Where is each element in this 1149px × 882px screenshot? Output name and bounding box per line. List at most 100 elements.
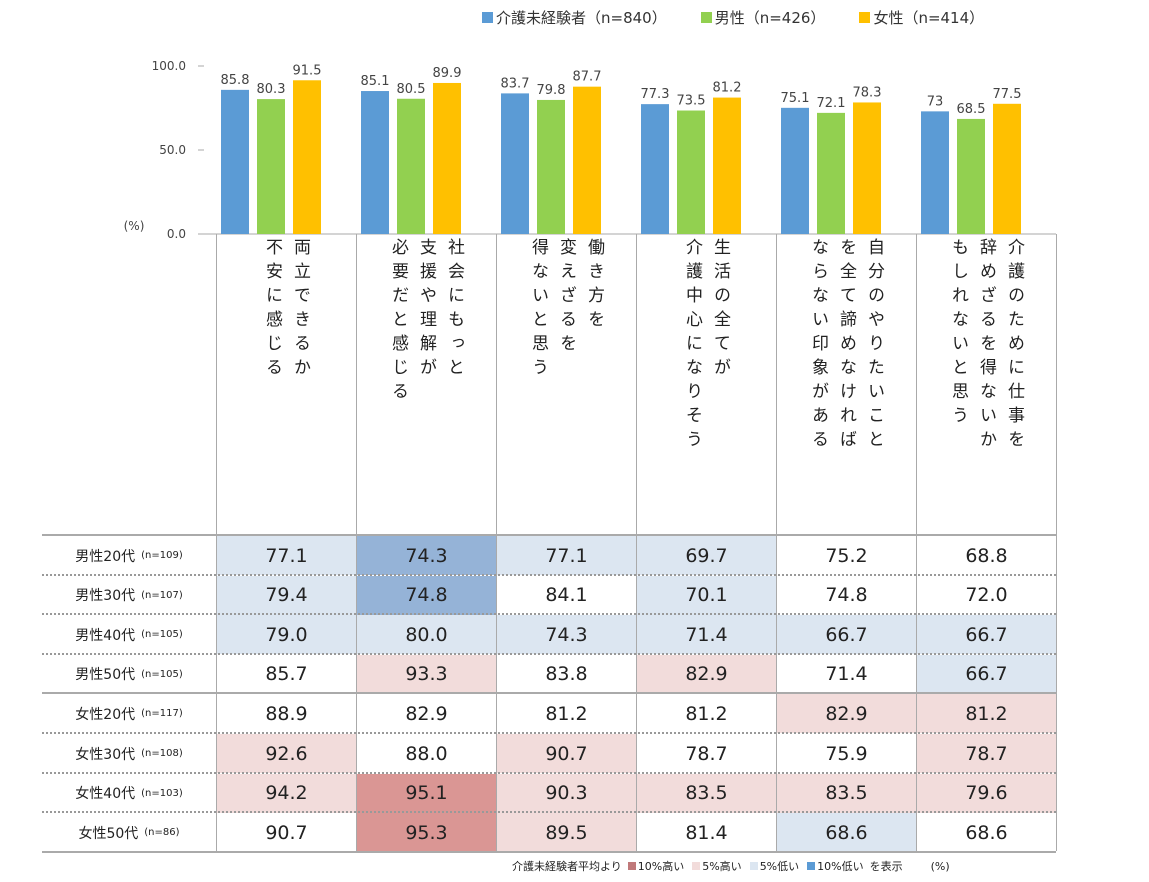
table-cell: 89.5 bbox=[497, 813, 636, 853]
row-label-group: 女性40代 bbox=[75, 786, 136, 803]
row-divider bbox=[42, 692, 1056, 695]
table-row: 男性30代 (n=107) 79.4 74.8 84.1 70.1 74.8 72.0 bbox=[42, 575, 1056, 615]
category-label-line: を全て諦めなければ bbox=[836, 238, 856, 454]
table-cell: 90.7 bbox=[497, 734, 636, 773]
table-cell: 66.7 bbox=[917, 615, 1056, 655]
bar bbox=[781, 107, 809, 234]
table-cell: 80.0 bbox=[357, 615, 496, 655]
category-label: 介護のために仕事を 辞めざるを得ないか もしれないと思う bbox=[916, 238, 1056, 534]
table-cell: 95.1 bbox=[357, 773, 496, 813]
row-divider bbox=[42, 573, 1056, 576]
table-cell: 83.5 bbox=[637, 773, 776, 813]
table-cell: 71.4 bbox=[777, 654, 916, 694]
category-label-line: 働き方を bbox=[584, 238, 604, 334]
table-cell: 72.0 bbox=[917, 575, 1056, 615]
data-label: 83.7 bbox=[501, 76, 530, 91]
row-divider bbox=[42, 811, 1056, 814]
table-row: 女性40代 (n=103) 94.2 95.1 90.3 83.5 83.5 79.6 bbox=[42, 773, 1056, 813]
row-divider bbox=[42, 534, 1056, 536]
table-cell: 78.7 bbox=[637, 734, 776, 773]
column-divider bbox=[636, 234, 637, 851]
row-label: 女性50代 (n=86) bbox=[42, 813, 216, 852]
category-label-line: ならない印象がある bbox=[808, 238, 828, 454]
legend-label: 介護未経験者（n=840） bbox=[496, 8, 667, 27]
color-key-swatch bbox=[807, 862, 816, 870]
color-key-swatch bbox=[692, 862, 701, 870]
row-label-n: (n=117) bbox=[141, 708, 183, 720]
column-divider bbox=[216, 234, 217, 851]
row-label-n: (n=105) bbox=[141, 668, 183, 680]
table-row: 男性40代 (n=105) 79.0 80.0 74.3 71.4 66.7 66.7 bbox=[42, 615, 1056, 655]
data-label: 77.5 bbox=[993, 87, 1022, 102]
color-key-swatch bbox=[749, 862, 758, 870]
color-key-item: 10%低い bbox=[807, 858, 864, 874]
data-label: 75.1 bbox=[781, 91, 810, 106]
column-divider bbox=[496, 234, 497, 851]
row-label: 女性30代 (n=108) bbox=[42, 734, 216, 773]
row-label-group: 女性30代 bbox=[75, 746, 136, 763]
table-cell: 82.9 bbox=[777, 694, 916, 734]
category-label-line: 得ないと思う bbox=[528, 238, 548, 382]
category-label-text: 自分のやりたいこと を全て諦めなければ ならない印象がある bbox=[804, 238, 888, 534]
data-label: 89.9 bbox=[433, 66, 462, 81]
bar bbox=[853, 102, 881, 235]
bar bbox=[361, 91, 389, 234]
table-cell: 93.3 bbox=[357, 654, 496, 694]
bar bbox=[293, 80, 321, 234]
table-cell: 90.3 bbox=[497, 773, 636, 813]
table-cell: 77.1 bbox=[497, 536, 636, 575]
legend-swatch bbox=[859, 11, 871, 23]
table-cell: 74.8 bbox=[357, 575, 496, 615]
y-tick-label: 50.0 bbox=[159, 143, 186, 157]
table-cell: 81.2 bbox=[497, 694, 636, 734]
bar bbox=[433, 82, 461, 234]
row-label-group: 女性20代 bbox=[75, 706, 136, 723]
bar bbox=[397, 98, 425, 234]
table-cell: 77.1 bbox=[217, 536, 356, 575]
data-label: 87.7 bbox=[573, 70, 602, 85]
bar bbox=[921, 111, 949, 234]
y-tick-label: 100.0 bbox=[152, 59, 186, 73]
category-label-text: 働き方を 変えざるを 得ないと思う bbox=[524, 238, 608, 534]
table-cell: 78.7 bbox=[917, 734, 1056, 773]
table-cell: 83.5 bbox=[777, 773, 916, 813]
row-label-n: (n=107) bbox=[141, 589, 183, 601]
data-label: 80.3 bbox=[257, 82, 286, 97]
category-label-line: 自分のやりたいこと bbox=[864, 238, 884, 454]
legend-item: 男性（n=426） bbox=[700, 6, 826, 28]
data-label: 85.8 bbox=[221, 73, 250, 88]
table-row: 女性30代 (n=108) 92.6 88.0 90.7 78.7 75.9 78.7 bbox=[42, 734, 1056, 773]
category-label-line: 介護のために仕事を bbox=[1004, 238, 1024, 454]
row-label: 女性20代 (n=117) bbox=[42, 694, 216, 733]
row-label: 男性50代 (n=105) bbox=[42, 655, 216, 694]
table-cell: 79.4 bbox=[217, 575, 356, 615]
color-key-label: 5%高い bbox=[702, 860, 742, 873]
table-cell: 75.9 bbox=[777, 734, 916, 773]
table-cell: 68.8 bbox=[917, 536, 1056, 575]
row-label: 男性40代 (n=105) bbox=[42, 615, 216, 654]
table-row: 男性50代 (n=105) 85.7 93.3 83.8 82.9 71.4 66.7 bbox=[42, 654, 1056, 694]
category-label-line: 必要だと感じる bbox=[388, 238, 408, 406]
bar bbox=[993, 103, 1021, 234]
data-label: 80.5 bbox=[397, 82, 426, 97]
category-label-line: 社会にもっと bbox=[444, 238, 464, 382]
table-cell: 94.2 bbox=[217, 773, 356, 813]
bar bbox=[501, 93, 529, 234]
data-label: 68.5 bbox=[957, 102, 986, 117]
table-cell: 68.6 bbox=[917, 813, 1056, 853]
bar bbox=[221, 89, 249, 234]
table-cell: 74.3 bbox=[497, 615, 636, 655]
bar bbox=[573, 86, 601, 234]
category-label-text: 生活の全てが 介護中心になりそう bbox=[678, 238, 734, 534]
bar bbox=[817, 112, 845, 234]
row-divider bbox=[42, 613, 1056, 616]
bar-chart: 0.0 50.0 100.0 (%) 85.8 80.3 91.5 85.1 80.5 89.9 8… bbox=[124, 59, 1056, 240]
row-label: 男性20代 (n=109) bbox=[42, 536, 216, 575]
category-label-text: 介護のために仕事を 辞めざるを得ないか もしれないと思う bbox=[944, 238, 1028, 534]
row-divider bbox=[42, 652, 1056, 655]
legend-label: 男性（n=426） bbox=[714, 8, 826, 27]
data-label: 73 bbox=[927, 94, 944, 109]
bar bbox=[641, 104, 669, 234]
category-label-line: 生活の全てが bbox=[710, 238, 730, 382]
table-cell: 95.3 bbox=[357, 813, 496, 853]
